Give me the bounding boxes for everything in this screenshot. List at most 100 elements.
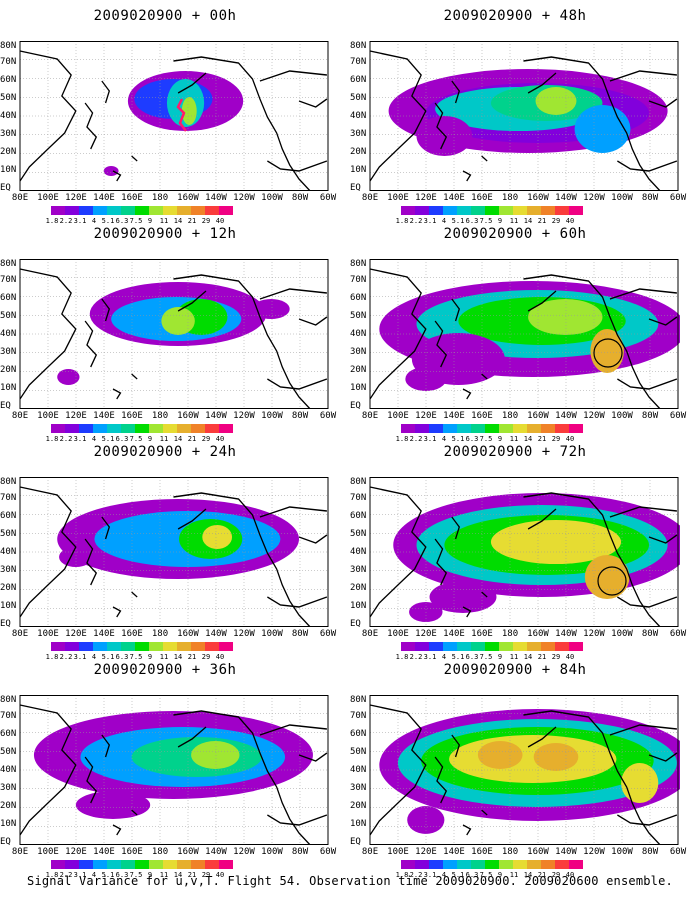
legend-label: 11	[159, 653, 169, 661]
coastline	[609, 506, 677, 518]
legend-swatch	[65, 642, 79, 651]
legend-swatch	[51, 860, 65, 869]
coastline	[177, 290, 207, 312]
longitude-label: 100E	[37, 411, 59, 421]
legend-swatch	[37, 206, 51, 215]
legend-label: 9	[147, 871, 153, 879]
legend-swatch	[51, 424, 65, 433]
legend-label: 11	[509, 871, 519, 879]
variance-contour	[490, 520, 622, 564]
coastline	[267, 160, 328, 172]
variance-map	[369, 259, 680, 409]
legend-swatch	[65, 206, 79, 215]
legend-label: 14	[173, 653, 183, 661]
legend-swatch	[149, 206, 163, 215]
longitude-label: 140W	[205, 847, 227, 857]
longitude-label: 180	[501, 193, 519, 203]
variance-contour	[429, 581, 497, 613]
map-frame	[19, 259, 329, 409]
latitude-label: 50N	[0, 93, 17, 103]
legend-label: 4	[91, 871, 97, 879]
latitude-label: 10N	[0, 383, 17, 393]
longitude-label: 140E	[443, 193, 465, 203]
map-panel: 2009020900 + 00h 80N 70N 60N 50N 40N 30N 20N 10N…	[0, 8, 336, 228]
legend-swatch	[149, 642, 163, 651]
coastline	[259, 724, 327, 736]
latitude-label: EQ	[0, 183, 11, 193]
longitude-label: 180	[501, 847, 519, 857]
latitude-label: 40N	[350, 765, 367, 775]
legend-label: 1.8	[395, 871, 409, 879]
legend-label: 29	[551, 871, 561, 879]
legend-swatch	[79, 642, 93, 651]
longitude-label: 80W	[291, 847, 309, 857]
longitude-label: 140E	[93, 193, 115, 203]
legend-swatch	[499, 424, 513, 433]
legend-swatch	[135, 642, 149, 651]
latitude-label: 70N	[0, 493, 17, 503]
latitude-label: 60N	[0, 75, 17, 85]
legend-swatch	[541, 642, 555, 651]
longitude-label: 160W	[177, 629, 199, 639]
map-frame	[369, 259, 679, 409]
legend-swatch	[387, 424, 401, 433]
coastline	[648, 98, 678, 108]
legend-swatch	[471, 424, 485, 433]
coastline	[527, 72, 557, 94]
latitude-label: 20N	[0, 801, 17, 811]
latitude-label: 10N	[350, 601, 367, 611]
legend-label: 40	[565, 217, 575, 225]
latitude-label: 40N	[0, 111, 17, 121]
longitude-label: 120W	[233, 629, 255, 639]
longitude-label: 80W	[641, 847, 659, 857]
longitude-label: 160E	[471, 629, 493, 639]
legend-swatch	[555, 206, 569, 215]
coastline	[112, 606, 122, 618]
variance-contour	[191, 741, 240, 769]
variance-contour	[57, 369, 80, 385]
coastline	[462, 824, 472, 836]
legend-swatch	[191, 424, 205, 433]
legend-label: 29	[201, 653, 211, 661]
longitude-label: 120W	[583, 411, 605, 421]
legend-swatch	[485, 424, 499, 433]
coastline	[267, 378, 328, 390]
coastline	[481, 373, 488, 380]
variance-map	[369, 695, 680, 845]
panel-title: 2009020900 + 24h	[93, 444, 237, 460]
longitude-label: 140E	[443, 847, 465, 857]
legend-swatch	[499, 206, 513, 215]
latitude-label: 10N	[0, 165, 17, 175]
panel-title: 2009020900 + 48h	[443, 8, 587, 24]
latitude-label: 50N	[350, 529, 367, 539]
longitude-axis: 80E 100E 120E 140E 160E 180 160W 140W 120W 100W 80…	[0, 629, 336, 641]
legend-label: 29	[551, 653, 561, 661]
coastline	[617, 160, 678, 172]
legend-label: 40	[565, 653, 575, 661]
legend-swatch	[443, 424, 457, 433]
longitude-axis: 80E 100E 120E 140E 160E 180 160W 140W 120W 100W 80…	[350, 629, 686, 641]
legend-label: 4	[91, 653, 97, 661]
longitude-label: 80W	[291, 193, 309, 203]
latitude-label: 20N	[0, 583, 17, 593]
latitude-label: EQ	[0, 401, 11, 411]
longitude-label: 60W	[669, 193, 687, 203]
legend-label: 40	[215, 653, 225, 661]
panel-title: 2009020900 + 36h	[93, 662, 237, 678]
legend-label: 5.1	[101, 217, 115, 225]
legend-label: 7.5	[479, 435, 493, 443]
latitude-label: 60N	[350, 75, 367, 85]
panel-title: 2009020900 + 12h	[93, 226, 237, 242]
legend-swatch	[485, 206, 499, 215]
legend-swatch	[107, 206, 121, 215]
map-panel: 2009020900 + 60h 80N 70N 60N 50N 40N 30N 20N 10N…	[350, 226, 686, 446]
longitude-label: 180	[151, 847, 169, 857]
legend-label: 5.1	[101, 653, 115, 661]
variance-map	[369, 41, 679, 191]
legend-label: 3.1	[423, 653, 437, 661]
longitude-label: 120W	[233, 847, 255, 857]
latitude-label: 20N	[0, 147, 17, 157]
latitude-label: 20N	[350, 147, 367, 157]
latitude-label: 80N	[350, 477, 367, 487]
legend-swatch	[121, 642, 135, 651]
